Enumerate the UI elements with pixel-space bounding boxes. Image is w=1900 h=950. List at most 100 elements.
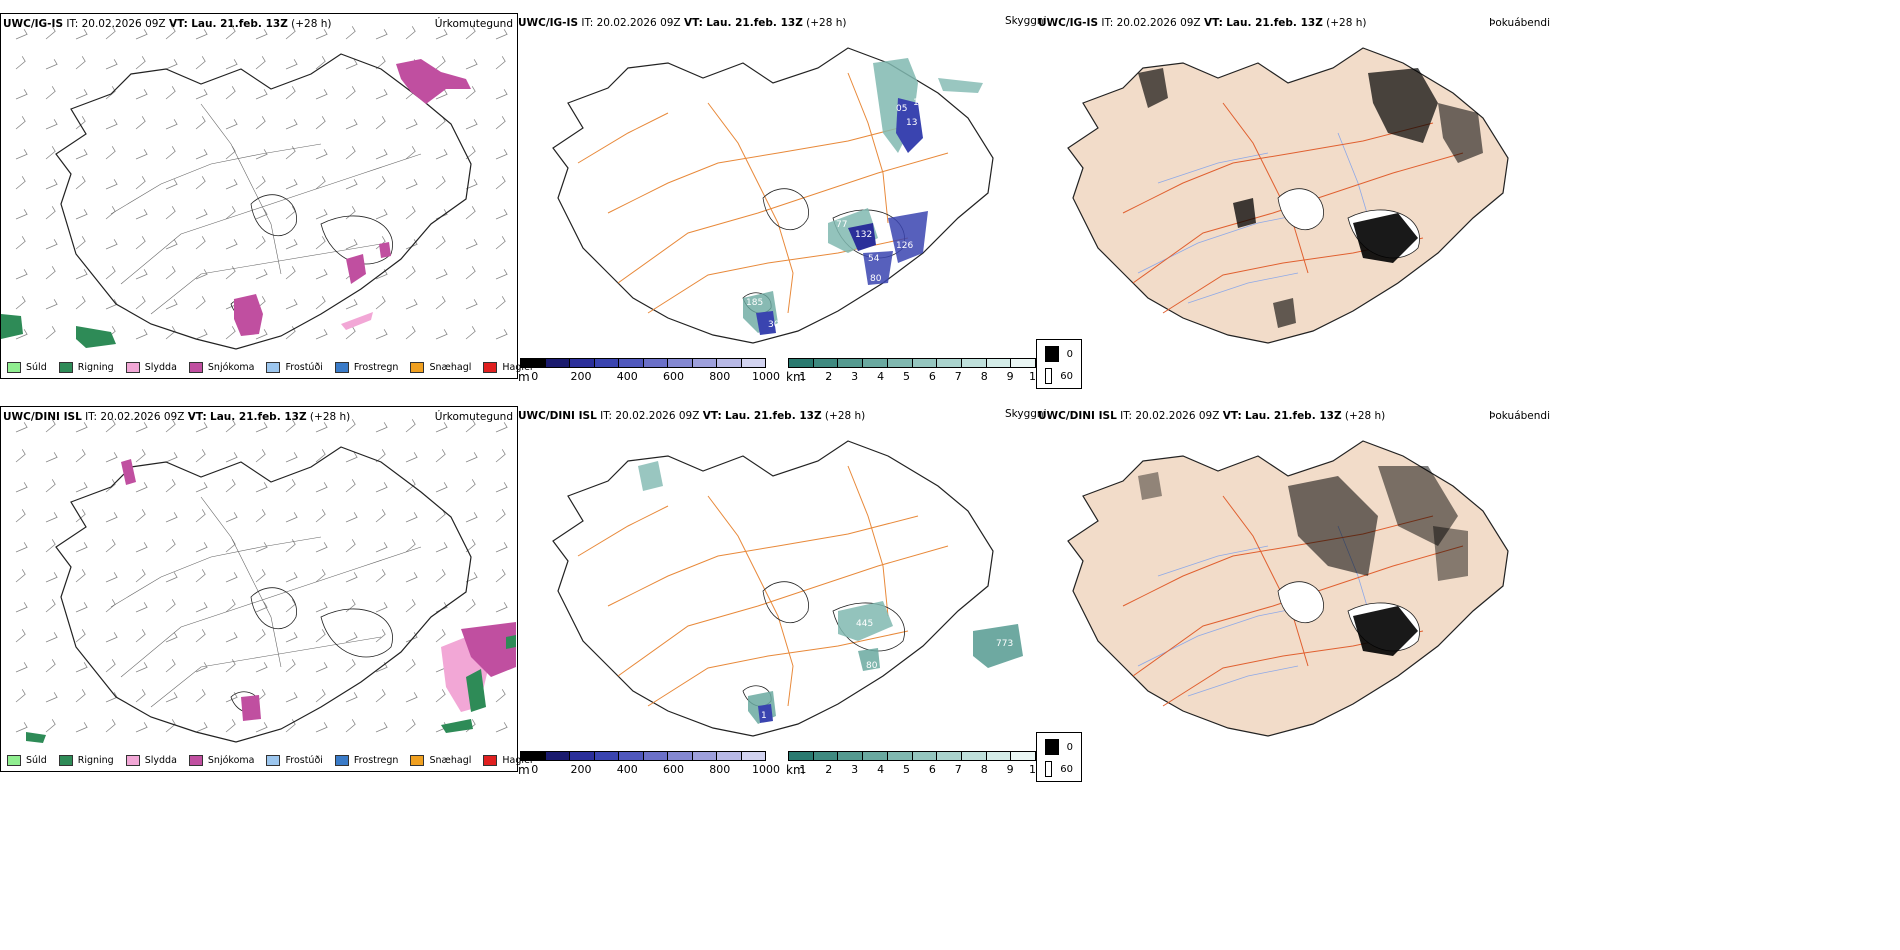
snow-area: [241, 695, 261, 721]
wind-barb: [225, 452, 238, 463]
wind-barb: [195, 236, 206, 250]
wind-barb: [345, 59, 358, 70]
wind-barb: [345, 146, 356, 160]
colorbar-tick: 6: [928, 763, 936, 776]
wind-barb: [435, 329, 448, 340]
wind-barb: [45, 206, 56, 220]
wind-barb: [465, 146, 476, 160]
colorbar-tick: 4: [877, 763, 885, 776]
wind-barb: [135, 662, 148, 673]
model-name: UWC/IG-IS: [3, 18, 64, 30]
wind-barb: [255, 56, 266, 70]
wind-barb: [15, 29, 28, 40]
vt-label: VT:: [187, 411, 207, 423]
wind-barb: [255, 29, 268, 40]
wind-barb: [315, 422, 328, 433]
wind-barb: [435, 629, 446, 643]
panel-header: UWC/DINI ISL IT: 20.02.2026 09Z VT: Lau.…: [3, 411, 350, 423]
wind-barb: [165, 539, 176, 553]
panel-title: Þokuábendi: [1489, 410, 1550, 422]
wind-barb: [435, 542, 448, 553]
wind-barb: [225, 419, 236, 433]
wind-barb: [465, 299, 478, 310]
wind-barb: [255, 89, 268, 100]
fog-swatch-dark: [1045, 346, 1059, 362]
wind-barb: [285, 119, 298, 130]
wind-barb: [195, 89, 208, 100]
legend-item: Súld: [7, 754, 47, 766]
visibility-value-label: 54: [868, 254, 880, 264]
wind-barb: [315, 209, 328, 220]
fog-scale-top: 0: [1066, 741, 1073, 753]
wind-barb: [345, 119, 358, 130]
wind-barb: [225, 179, 238, 190]
colorbar-segment: [813, 752, 839, 760]
wind-barb: [165, 26, 176, 40]
wind-barb: [75, 209, 88, 220]
legend-item: Frostúði: [266, 754, 323, 766]
wind-barb: [405, 452, 418, 463]
snow-area: [396, 59, 471, 104]
wind-barbs: [15, 419, 508, 733]
model-name: UWC/IG-IS: [518, 17, 579, 29]
wind-barb: [135, 542, 148, 553]
glaciers: [742, 581, 905, 707]
wind-barb: [105, 512, 118, 523]
colorbar-segment: [813, 359, 839, 367]
wind-barb: [345, 692, 358, 703]
panel-header: UWC/DINI ISL IT: 20.02.2026 09Z VT: Lau.…: [518, 410, 865, 422]
wind-barb: [375, 602, 388, 613]
wind-barb: [495, 236, 506, 250]
wind-barb: [405, 539, 416, 553]
sleet-area: [341, 312, 373, 330]
colorbar-segment: [570, 752, 595, 760]
wind-barb: [495, 296, 506, 310]
wind-barb: [45, 59, 58, 70]
colorbar-segment: [838, 752, 864, 760]
wind-barb: [495, 542, 508, 553]
wind-barb: [135, 269, 148, 280]
wind-barb: [435, 176, 446, 190]
wind-barb: [465, 59, 478, 70]
wind-barb: [435, 269, 448, 280]
wind-barb: [195, 329, 208, 340]
wind-barb: [15, 89, 28, 100]
wind-barb: [375, 176, 386, 190]
wind-barb: [75, 542, 88, 553]
it-label: IT:: [1101, 17, 1114, 29]
panel-title: Þokuábendi: [1489, 17, 1550, 29]
wind-barb: [345, 86, 356, 100]
wind-barb: [315, 602, 328, 613]
fog-areas: [1138, 68, 1483, 328]
wind-barb: [135, 602, 148, 613]
wind-barb: [75, 29, 88, 40]
wind-barb: [195, 542, 208, 553]
wind-barb: [435, 29, 448, 40]
it-label: IT:: [581, 17, 594, 29]
legend-item: Snjókoma: [188, 754, 254, 766]
colorbar-segment: [937, 752, 962, 760]
wind-barb: [375, 56, 386, 70]
wind-barb: [285, 59, 298, 70]
wind-barb: [255, 422, 268, 433]
legend-label: Frostregn: [353, 361, 399, 373]
wind-barb: [225, 479, 236, 493]
snow-area: [346, 254, 366, 284]
visibility-value-label: 80: [866, 661, 878, 671]
wind-barb: [135, 209, 148, 220]
wind-barb: [135, 89, 148, 100]
wind-barb: [165, 206, 176, 220]
wind-barb: [375, 629, 386, 643]
rain-area: [466, 669, 486, 712]
lead-time: (+28 h): [1326, 17, 1367, 29]
colorbar-tick: 2: [825, 763, 833, 776]
wind-barb: [165, 239, 178, 250]
wind-barb: [195, 689, 206, 703]
wind-barb: [255, 236, 266, 250]
colorbar-segment: [961, 359, 987, 367]
legend-label: Slydda: [144, 361, 177, 373]
panel-header: UWC/IG-IS IT: 20.02.2026 09Z VT: Lau. 21…: [1038, 17, 1367, 29]
it-value: 20.02.2026 09Z: [596, 17, 681, 29]
vt-value: Lau. 21.feb. 13Z: [706, 17, 803, 29]
wind-barb: [45, 146, 56, 160]
